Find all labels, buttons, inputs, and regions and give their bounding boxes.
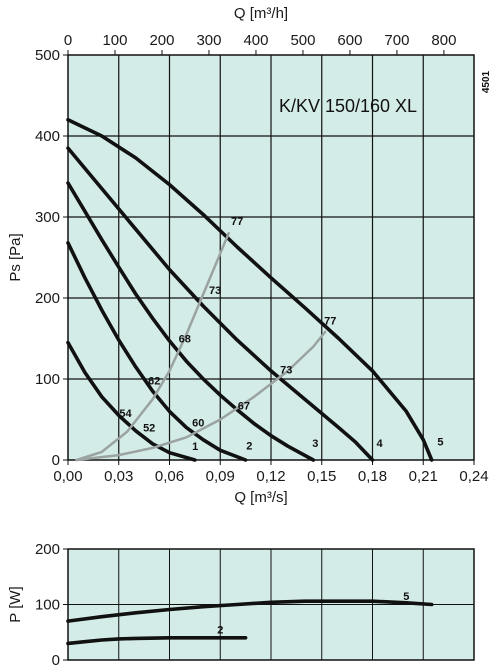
y-axis-label: Ps [Pa] <box>7 233 24 281</box>
y-tick-label: 400 <box>35 128 60 145</box>
x-tick-label: 0,06 <box>155 468 184 485</box>
fan-curve-label: 2 <box>246 440 252 452</box>
fan-curve-1 <box>66 340 197 462</box>
fan-curve-label: 3 <box>312 438 318 450</box>
efficiency-label: 73 <box>280 364 292 376</box>
fan-curve-label: 5 <box>437 436 443 448</box>
power-chart: 0 100 200 P [W] 5 2 <box>7 541 475 669</box>
x-tick-label: 0,09 <box>206 468 235 485</box>
y-axis-label: P [W] <box>7 586 24 622</box>
drawing-code: 4501 <box>481 70 492 93</box>
x-tick-label: 0,03 <box>104 468 133 485</box>
efficiency-label: 60 <box>192 418 204 430</box>
fan-curve-3 <box>66 181 316 462</box>
chart-title: K/KV 150/160 XL <box>279 96 417 116</box>
x2-tick-label: 500 <box>290 32 315 49</box>
x2-tick-label: 200 <box>149 32 174 49</box>
efficiency-label: 62 <box>148 376 160 388</box>
x2-tick-label: 100 <box>102 32 127 49</box>
efficiency-curve <box>75 330 327 462</box>
pressure-flow-chart: 0,00 0,03 0,06 0,09 0,12 0,15 0,18 0,21 0,24 0 100… <box>7 5 492 506</box>
efficiency-label: 68 <box>179 334 191 346</box>
y-tick-label: 200 <box>35 541 60 558</box>
fan-curve-label: 4 <box>377 438 384 450</box>
fan-curve-5 <box>66 118 434 462</box>
x-tick-label: 0,00 <box>53 468 82 485</box>
efficiency-label: 54 <box>119 408 132 420</box>
x-axis-label: Q [m³/s] <box>234 489 287 506</box>
fan-curve-label: 1 <box>192 441 198 453</box>
y-tick-label: 100 <box>35 597 60 614</box>
power-curve-label: 2 <box>217 624 223 636</box>
x-tick-label: 0,15 <box>307 468 336 485</box>
y-tick-label: 0 <box>52 652 60 669</box>
x-tick-label: 0,12 <box>256 468 285 485</box>
efficiency-label: 77 <box>231 216 243 228</box>
efficiency-label: 52 <box>143 423 155 435</box>
x-tick-label: 0,18 <box>358 468 387 485</box>
y-tick-label: 500 <box>35 47 60 64</box>
fan-curve-4 <box>66 146 375 462</box>
y-tick-label: 300 <box>35 209 60 226</box>
efficiency-label: 77 <box>324 316 336 328</box>
x2-tick-label: 600 <box>337 32 362 49</box>
power-curve-5 <box>66 599 434 623</box>
efficiency-curve <box>75 231 230 462</box>
fan-curve-2 <box>66 241 248 462</box>
x-tick-label: 0,24 <box>459 468 488 485</box>
x2-tick-label: 0 <box>64 32 72 49</box>
x2-axis-label: Q [m³/h] <box>234 5 288 22</box>
x2-tick-label: 300 <box>196 32 221 49</box>
y-tick-label: 0 <box>52 452 60 469</box>
x2-tick-label: 700 <box>384 32 409 49</box>
x2-tick-label: 800 <box>431 32 456 49</box>
y-tick-label: 200 <box>35 290 60 307</box>
power-curve-2 <box>66 636 248 646</box>
power-curve-label: 5 <box>403 591 409 603</box>
x2-tick-label: 400 <box>243 32 268 49</box>
efficiency-label: 73 <box>209 285 221 297</box>
y-tick-label: 100 <box>35 371 60 388</box>
efficiency-label: 67 <box>238 401 250 413</box>
x-tick-label: 0,21 <box>409 468 438 485</box>
